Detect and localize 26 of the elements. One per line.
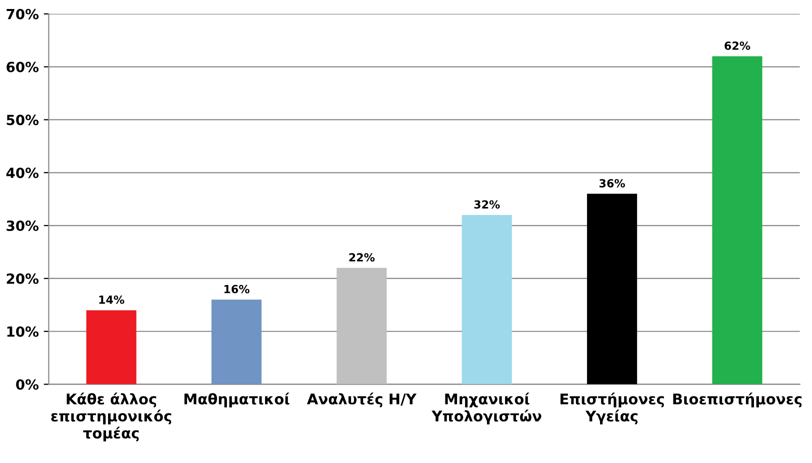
data-label: 16% bbox=[224, 284, 250, 294]
x-tick-label: Βιοεπιστήμονες bbox=[673, 392, 802, 408]
y-tick-label: 70% bbox=[6, 8, 39, 20]
bar bbox=[86, 310, 136, 384]
bar bbox=[712, 56, 762, 384]
data-label: 32% bbox=[474, 200, 500, 209]
data-label: 36% bbox=[599, 179, 625, 188]
x-tick-label: Κάθε άλλος επιστημονικός τομέας bbox=[51, 392, 172, 442]
x-tick-label: Μαθηματικοί bbox=[184, 392, 290, 408]
y-tick-label: 50% bbox=[6, 114, 39, 126]
y-tick-label: 30% bbox=[6, 220, 39, 232]
data-label: 22% bbox=[349, 253, 375, 262]
bar bbox=[587, 194, 638, 384]
y-tick-label: 60% bbox=[6, 62, 39, 72]
data-label: 62% bbox=[724, 41, 750, 50]
y-tick-label: 0% bbox=[16, 379, 39, 390]
y-tick-label: 40% bbox=[6, 168, 39, 178]
bar bbox=[336, 268, 387, 384]
x-tick-label: Επιστήμονες Υγείας bbox=[560, 392, 664, 424]
x-tick-label: Αναλυτές Η/Υ bbox=[306, 392, 417, 408]
y-tick-label: 10% bbox=[7, 326, 39, 337]
bar bbox=[211, 300, 262, 384]
x-tick-label: Μηχανικοί Υπολογιστών bbox=[432, 392, 542, 424]
y-tick-label: 20% bbox=[6, 273, 39, 284]
bar bbox=[462, 214, 512, 384]
data-label: 14% bbox=[99, 295, 124, 304]
